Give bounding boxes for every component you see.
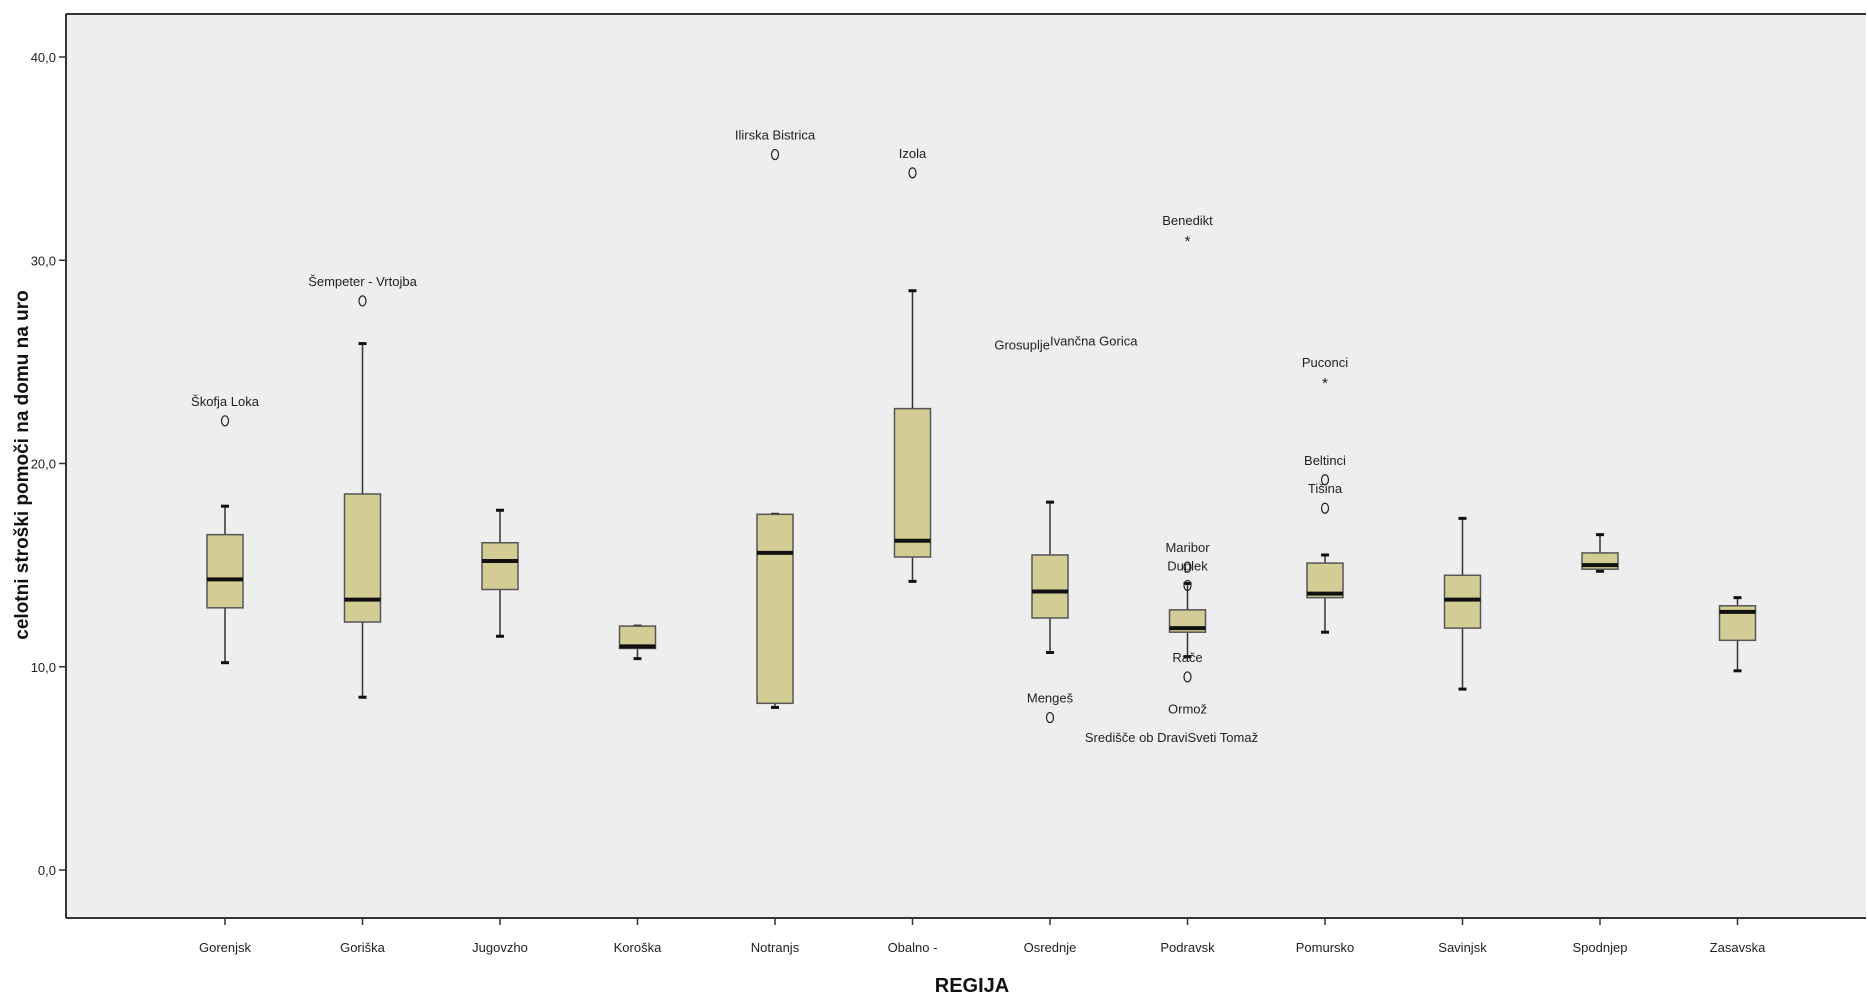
box-group	[206, 504, 244, 665]
box-group	[1306, 553, 1344, 634]
outlier-marker	[908, 167, 917, 179]
outlier-marker	[770, 148, 780, 161]
outlier-group: Izola	[899, 146, 927, 179]
box-iqr	[343, 493, 382, 623]
y-tick-label: 20,0	[31, 457, 56, 472]
outlier-marker	[220, 415, 230, 427]
box-group	[1031, 500, 1069, 655]
x-tick-label: Goriška	[340, 940, 386, 955]
outlier-group: Tišina	[1308, 481, 1343, 514]
y-axis-title: celotni stroški pomoči na domu na uro	[12, 290, 33, 639]
outlier-group: Ilirska Bistrica	[735, 128, 816, 161]
extreme-marker: *	[1322, 375, 1328, 392]
box-series	[206, 289, 1757, 709]
box-group	[893, 289, 932, 583]
x-tick-label: Notranjs	[751, 940, 800, 955]
box-group	[343, 342, 382, 699]
y-tick-label: 0,0	[38, 863, 56, 878]
outlier-label: Puconci	[1302, 355, 1348, 370]
outlier-group: Šempeter - Vrtojba	[308, 274, 418, 307]
x-axis-title: REGIJA	[935, 975, 1009, 997]
outlier-marker	[1320, 502, 1330, 514]
box-iqr	[481, 542, 519, 591]
box-group	[618, 624, 657, 661]
x-tick-label: Zasavska	[1710, 940, 1766, 955]
outlier-group: Škofja Loka	[191, 394, 260, 427]
x-axis-ticks: Gorenjsk Goriška Jugovzho Koroška Notranjs Ob…	[199, 918, 1766, 955]
box-iqr	[618, 625, 657, 650]
box-group	[1168, 581, 1207, 659]
x-tick-label: Podravsk	[1160, 940, 1215, 955]
outlier-group: Mengeš	[1027, 691, 1074, 724]
annotation-label: Sveti Tomaž	[1188, 730, 1259, 745]
outlier-label: Beltinci	[1304, 453, 1346, 468]
outlier-label: Škofja Loka	[191, 394, 260, 409]
outlier-series: Škofja Loka Šempeter - Vrtojba Ilirska Bis…	[191, 128, 1348, 724]
x-tick-label: Savinjsk	[1438, 940, 1487, 955]
annotation-layer: Grosuplje Ivančna Gorica Ormož Središče ob …	[994, 334, 1258, 745]
box-iqr	[756, 513, 794, 705]
outlier-label: Benedikt	[1162, 213, 1213, 228]
plot-background	[66, 14, 1866, 918]
outlier-label: Duplek	[1167, 558, 1208, 573]
outlier-marker	[1183, 561, 1192, 573]
annotation-label: Središče ob Dravi	[1085, 730, 1188, 745]
outlier-marker	[1045, 711, 1055, 724]
box-group	[481, 508, 519, 638]
box-iqr	[1443, 574, 1482, 629]
outlier-label: Maribor	[1165, 540, 1210, 555]
outlier-label: Ilirska Bistrica	[735, 128, 816, 143]
box-iqr	[893, 407, 932, 558]
outlier-label: Tišina	[1308, 481, 1343, 496]
outlier-group: Beltinci	[1304, 453, 1346, 486]
outlier-marker	[1320, 474, 1330, 486]
box-iqr	[1031, 554, 1069, 619]
outlier-marker	[1183, 671, 1192, 683]
outlier-marker	[1183, 579, 1192, 592]
outlier-group: Rače	[1172, 650, 1203, 683]
y-tick-label: 10,0	[31, 660, 56, 675]
outlier-label: Mengeš	[1027, 691, 1074, 706]
x-tick-label: Jugovzho	[472, 940, 528, 955]
x-tick-label: Pomursko	[1296, 940, 1355, 955]
box-group	[1718, 596, 1757, 673]
outlier-group: Maribor	[1165, 540, 1210, 573]
box-group	[1581, 533, 1619, 573]
annotation-label: Ormož	[1168, 701, 1207, 716]
x-tick-label: Obalno -	[888, 940, 938, 955]
outlier-group: * Benedikt	[1162, 213, 1213, 250]
x-tick-label: Spodnjep	[1573, 940, 1628, 955]
box-group	[1443, 516, 1482, 691]
y-tick-label: 30,0	[31, 253, 56, 268]
box-iqr	[206, 533, 244, 609]
y-tick-label: 40,0	[31, 50, 56, 65]
x-tick-label: Koroška	[614, 940, 662, 955]
outlier-group: Duplek	[1167, 558, 1208, 592]
x-tick-label: Gorenjsk	[199, 940, 252, 955]
annotation-label: Ivančna Gorica	[1050, 334, 1138, 349]
annotation-label: Grosuplje	[994, 338, 1050, 353]
outlier-group: * Puconci	[1302, 355, 1348, 392]
outlier-marker	[358, 295, 367, 307]
outlier-label: Izola	[899, 146, 927, 161]
x-tick-label: Osrednje	[1024, 940, 1077, 955]
y-axis-ticks: 0,0 10,0 20,0 30,0 40,0	[31, 50, 66, 878]
extreme-marker: *	[1185, 233, 1191, 250]
outlier-label: Šempeter - Vrtojba	[308, 274, 417, 289]
outlier-label: Rače	[1172, 650, 1202, 665]
box-group	[756, 512, 794, 709]
